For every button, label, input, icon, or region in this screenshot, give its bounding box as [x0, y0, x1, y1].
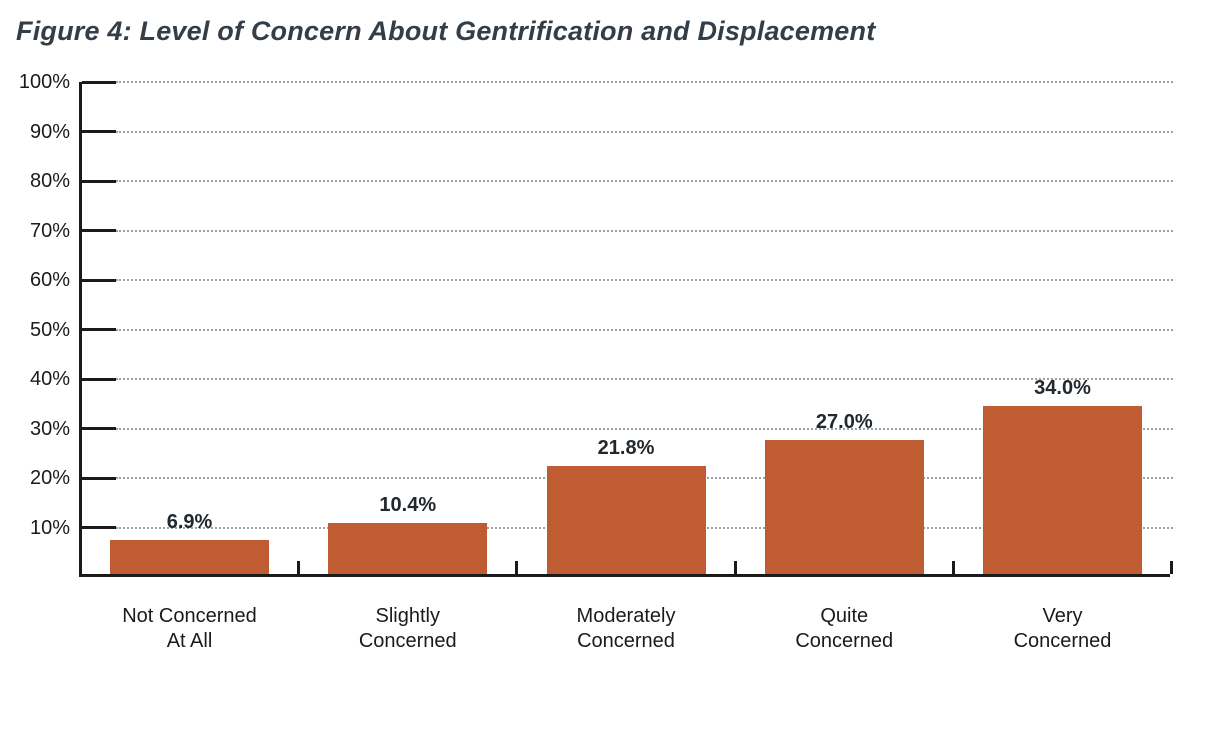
- y-axis-label-20%: 20%: [29, 467, 70, 489]
- y-axis-label-50%: 50%: [29, 318, 70, 341]
- bar-value-label-1: 6.9%: [166, 510, 213, 533]
- x-axis-tick-4: [951, 561, 955, 574]
- bar-value-label-5: 34.0%: [1034, 376, 1091, 399]
- y-axis-tick-70%: [82, 229, 116, 232]
- y-axis-tick-60%: [82, 278, 116, 282]
- bar-value-label-2: 10.4%: [379, 493, 437, 516]
- gridline-30%: [116, 427, 1173, 430]
- bar-3: [546, 466, 706, 574]
- y-axis-tick-90%: [82, 130, 116, 133]
- x-axis-label-1: Not Concerned At All: [122, 605, 257, 652]
- y-axis-label-60%: 60%: [29, 269, 70, 291]
- y-axis-label-30%: 30%: [29, 417, 70, 440]
- gridline-90%: [116, 130, 1173, 133]
- gridline-50%: [116, 328, 1173, 331]
- y-axis-tick-100%: [82, 80, 116, 84]
- gridline-60%: [116, 279, 1173, 281]
- x-axis-tick-2: [515, 561, 519, 574]
- y-axis-label-10%: 10%: [29, 516, 70, 539]
- bar-value-label-3: 21.8%: [597, 437, 655, 460]
- chart-title: Figure 4: Level of Concern About Gentrif…: [16, 16, 876, 46]
- x-axis-label-2: Slightly Concerned: [358, 605, 457, 652]
- gridline-100%: [116, 81, 1173, 83]
- bar-2: [328, 522, 488, 574]
- bar-value-label-4: 27.0%: [815, 411, 873, 434]
- y-axis-tick-40%: [82, 377, 116, 381]
- y-axis-tick-10%: [82, 526, 116, 529]
- bar-4: [764, 440, 924, 574]
- y-axis-tick-20%: [82, 476, 116, 480]
- gridline-80%: [116, 180, 1173, 182]
- x-axis-tick-3: [733, 561, 737, 574]
- y-axis-label-80%: 80%: [29, 170, 70, 192]
- gridline-70%: [116, 229, 1173, 232]
- y-axis-label-70%: 70%: [29, 219, 70, 242]
- x-axis-tick-1: [297, 561, 301, 574]
- y-axis-tick-30%: [82, 427, 116, 430]
- bar-5: [983, 405, 1142, 574]
- x-axis-label-3: Moderately Concerned: [576, 605, 676, 652]
- gridline-40%: [116, 378, 1173, 380]
- y-axis-label-100%: 100%: [18, 71, 70, 93]
- y-axis-tick-50%: [82, 328, 116, 331]
- x-axis-label-4: Quite Concerned: [795, 605, 894, 652]
- y-axis-tick-80%: [82, 179, 116, 183]
- y-axis-label-90%: 90%: [29, 120, 70, 143]
- x-axis-end-tick: [1170, 561, 1173, 574]
- y-axis-label-40%: 40%: [29, 368, 70, 390]
- x-axis-label-5: Very Concerned: [1013, 605, 1112, 652]
- plot-area: 10% 20% 30% 40% 50% 60% 70% 80% 90% 100% 6.9% Not C…: [19, 71, 1173, 652]
- bar-1: [110, 539, 269, 574]
